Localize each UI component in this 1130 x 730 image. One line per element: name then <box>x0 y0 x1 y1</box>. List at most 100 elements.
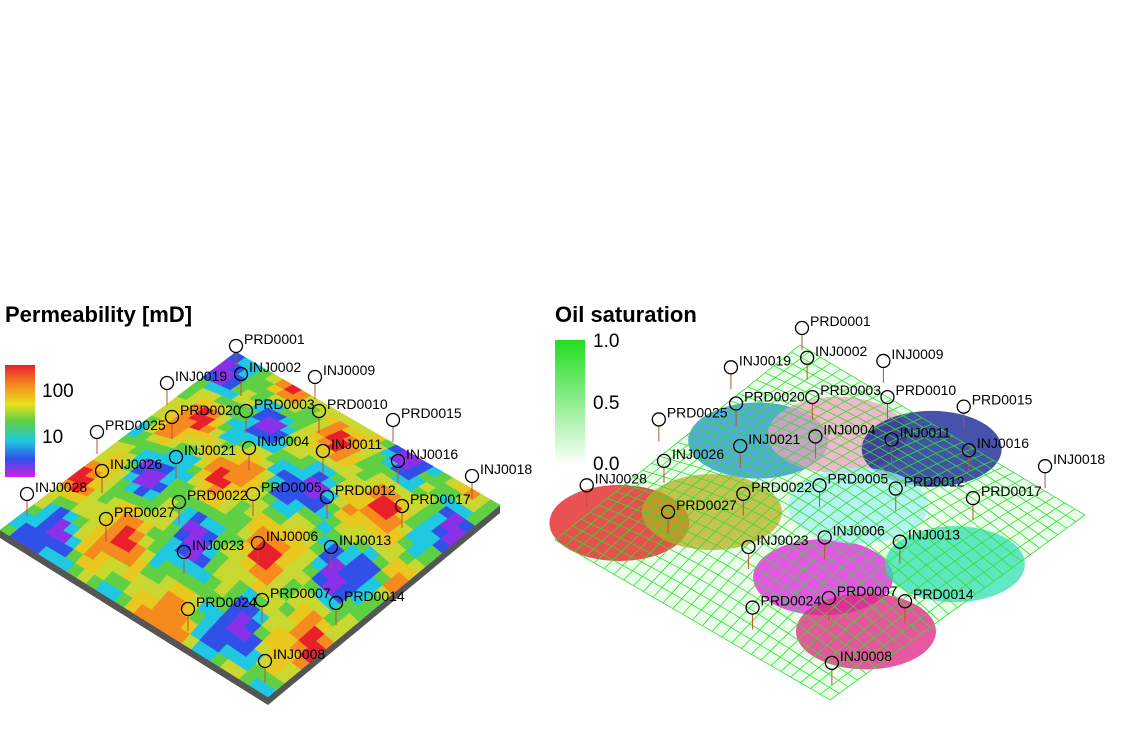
panel-title: Permeability [mD] <box>5 302 192 327</box>
well-marker <box>159 375 175 391</box>
well-label: INJ0019 <box>175 368 227 384</box>
mesh-line <box>741 459 994 649</box>
well-label: PRD0024 <box>196 594 257 610</box>
well-marker <box>884 432 899 447</box>
colorbar <box>5 365 35 477</box>
well-marker <box>723 360 739 375</box>
mesh-line <box>738 393 1022 562</box>
well-label: PRD0012 <box>904 474 965 490</box>
well: INJ0013 <box>892 527 960 564</box>
well-marker <box>238 403 254 419</box>
mesh-line <box>810 502 1065 689</box>
well-label: INJ0016 <box>977 435 1029 451</box>
mesh-line <box>692 429 943 621</box>
well-label: INJ0008 <box>273 646 325 662</box>
well-label: PRD0024 <box>761 593 822 609</box>
well: PRD0027 <box>660 497 737 534</box>
well-label: PRD0012 <box>335 482 396 498</box>
well-marker <box>1037 459 1053 474</box>
well-marker <box>89 424 105 440</box>
colorbar-tick-label: 100 <box>42 381 74 402</box>
well-marker <box>311 403 327 419</box>
well: PRD0027 <box>98 504 175 541</box>
well: PRD0005 <box>812 470 889 508</box>
well: PRD0022 <box>736 479 812 516</box>
well: PRD0010 <box>311 396 388 433</box>
well-marker <box>817 530 832 545</box>
well-marker <box>824 655 840 670</box>
well-marker <box>892 534 907 549</box>
well: INJ0009 <box>307 362 375 399</box>
well: INJ0018 <box>1037 451 1105 489</box>
mesh-line <box>760 472 1014 661</box>
well: INJ0019 <box>159 368 227 405</box>
well-label: INJ0026 <box>672 446 724 462</box>
well: PRD0025 <box>651 404 728 442</box>
well: INJ0002 <box>800 343 868 380</box>
well: INJ0023 <box>176 537 244 574</box>
well-label: INJ0016 <box>406 446 458 462</box>
well-marker <box>241 440 257 456</box>
well: INJ0013 <box>323 532 391 569</box>
well: PRD0007 <box>254 585 331 622</box>
mesh-line <box>712 414 995 582</box>
colorbar-tick-label: 10 <box>42 427 63 448</box>
well-label: PRD0005 <box>828 470 889 486</box>
well-marker <box>741 539 756 555</box>
well-marker <box>579 478 594 493</box>
well-label: PRD0003 <box>254 396 315 412</box>
well-marker <box>956 399 971 414</box>
well-label: INJ0018 <box>480 461 532 477</box>
well-marker <box>315 443 331 459</box>
well: PRD0014 <box>897 586 974 624</box>
well-marker <box>307 369 323 385</box>
well: INJ0008 <box>257 646 325 683</box>
well-label: PRD0005 <box>261 479 322 495</box>
well-marker <box>651 412 666 427</box>
well-marker <box>464 468 480 484</box>
mesh-line <box>756 379 1040 549</box>
well: PRD0014 <box>328 588 405 625</box>
well-label: PRD0015 <box>972 392 1033 408</box>
well: INJ0016 <box>390 446 458 483</box>
well-marker <box>876 353 891 369</box>
well: PRD0020 <box>728 388 805 426</box>
permeability-model <box>0 351 501 705</box>
well-label: PRD0010 <box>327 396 388 412</box>
well-marker <box>171 494 187 510</box>
mesh-line <box>829 514 1086 701</box>
well: PRD0015 <box>956 392 1033 429</box>
mesh-line <box>702 435 953 626</box>
well: PRD0017 <box>394 491 471 528</box>
mesh-line <box>780 484 1035 672</box>
well: INJ0004 <box>241 433 309 470</box>
well: INJ0006 <box>817 522 885 560</box>
well-label: INJ0004 <box>257 433 309 449</box>
well-label: PRD0020 <box>744 388 805 404</box>
well: PRD0001 <box>794 313 871 350</box>
saturation-region <box>641 474 782 551</box>
well: PRD0025 <box>89 417 166 454</box>
well-marker <box>656 453 672 469</box>
well-label: PRD0027 <box>676 497 737 513</box>
well-label: INJ0028 <box>35 479 87 495</box>
well-marker <box>897 594 913 609</box>
well: PRD0003 <box>805 382 881 420</box>
well-marker <box>794 320 810 336</box>
well-marker <box>98 511 114 527</box>
colorbar-tick-label: 1.0 <box>593 331 619 352</box>
well: PRD0007 <box>821 583 898 621</box>
well-label: PRD0027 <box>114 504 175 520</box>
well-label: INJ0009 <box>323 362 375 378</box>
well-marker <box>19 486 35 502</box>
well-label: INJ0013 <box>908 527 960 543</box>
well-label: INJ0018 <box>1053 451 1105 467</box>
well-marker <box>233 366 249 382</box>
colorbar-tick-label: 0.5 <box>593 393 619 414</box>
well: INJ0008 <box>824 648 892 685</box>
well: PRD0010 <box>880 382 956 420</box>
well: INJ0011 <box>884 425 951 462</box>
well: INJ0026 <box>656 446 724 483</box>
mesh-line <box>782 358 1068 529</box>
